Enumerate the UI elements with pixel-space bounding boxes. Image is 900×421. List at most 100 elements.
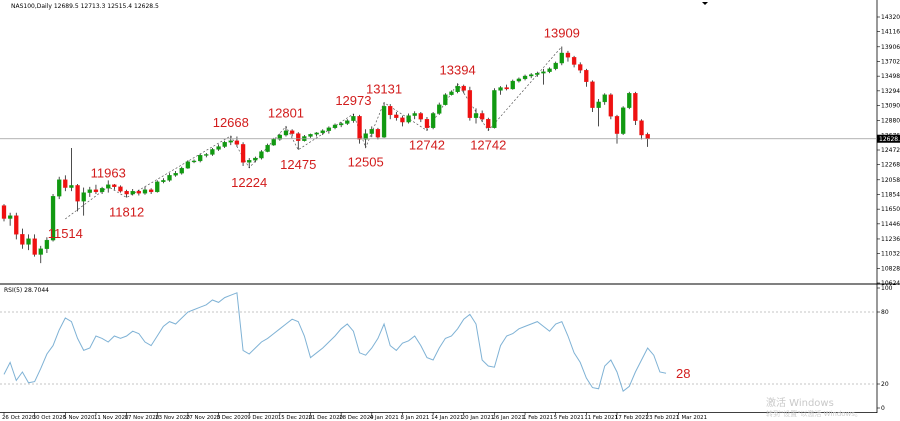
candle[interactable] [7,212,13,226]
candle[interactable] [14,212,19,240]
candle[interactable] [99,186,105,195]
candle[interactable] [185,160,191,169]
candle[interactable] [529,73,534,79]
candle[interactable] [338,122,344,128]
candle[interactable] [584,68,589,87]
candle[interactable] [345,119,350,125]
candle[interactable] [63,175,68,192]
candle[interactable] [112,183,117,190]
candle[interactable] [449,90,454,96]
candle[interactable] [510,79,515,90]
candle[interactable] [191,159,197,164]
candle[interactable] [289,129,295,137]
candle[interactable] [155,180,160,193]
candle[interactable] [547,67,552,74]
candle[interactable] [590,80,595,112]
candle[interactable] [57,176,62,200]
candle[interactable] [106,180,111,193]
candle[interactable] [179,166,184,175]
candle[interactable] [516,77,522,83]
candle[interactable] [216,144,221,151]
candle[interactable] [596,99,601,127]
candle[interactable] [210,147,215,156]
candle[interactable] [222,140,227,148]
candle[interactable] [388,104,393,120]
candle[interactable] [608,93,614,120]
candle[interactable] [32,234,37,257]
candle[interactable] [498,86,503,95]
candle[interactable] [204,153,209,158]
candle[interactable] [161,178,166,184]
candle[interactable] [394,112,399,121]
candle[interactable] [351,113,356,123]
candle[interactable] [375,127,381,140]
candle[interactable] [253,156,258,163]
candle[interactable] [81,187,86,216]
candle[interactable] [265,143,270,153]
candle[interactable] [492,88,497,129]
candle[interactable] [234,136,240,147]
candle[interactable] [565,50,571,62]
candle[interactable] [87,186,92,197]
candle[interactable] [602,93,607,105]
candle[interactable] [130,189,135,196]
candle[interactable] [535,71,540,77]
candle[interactable] [136,189,142,196]
candle[interactable] [467,86,473,121]
candle[interactable] [271,137,276,146]
candle[interactable] [75,183,80,212]
candle[interactable] [633,91,638,125]
candle[interactable] [412,111,417,120]
candle[interactable] [381,102,387,138]
candle[interactable] [314,132,319,137]
candle[interactable] [578,62,583,74]
candle[interactable] [26,234,31,251]
candle[interactable] [541,68,546,85]
candle[interactable] [406,113,411,124]
candle[interactable] [283,126,289,137]
candle[interactable] [553,61,558,71]
candle[interactable] [424,117,430,131]
candle[interactable] [167,173,172,182]
candle[interactable] [1,204,7,222]
candle[interactable] [369,126,374,138]
candle[interactable] [559,46,564,66]
candle[interactable] [504,84,509,91]
candle[interactable] [418,112,423,123]
candle[interactable] [522,74,528,81]
candle[interactable] [571,55,577,68]
candle[interactable] [277,133,283,141]
candle[interactable] [308,133,313,138]
candle[interactable] [620,106,626,136]
shift-marker-icon[interactable] [702,2,708,5]
candle[interactable] [639,119,644,140]
candle[interactable] [473,108,479,124]
candle[interactable] [69,147,74,192]
candle[interactable] [443,93,448,106]
candle[interactable] [326,126,332,134]
candle[interactable] [228,135,233,146]
candle[interactable] [430,112,436,130]
candle[interactable] [148,188,154,195]
candle[interactable] [320,129,325,136]
candle[interactable] [461,84,466,94]
candle[interactable] [240,142,246,166]
candle[interactable] [44,237,50,254]
candle[interactable] [486,117,491,131]
candle[interactable] [400,115,405,127]
candle[interactable] [627,91,632,110]
candle[interactable] [124,189,129,198]
candle[interactable] [50,194,56,242]
candle[interactable] [357,114,362,144]
candle[interactable] [173,171,178,177]
candle[interactable] [332,123,338,130]
candle[interactable] [198,153,203,163]
candle[interactable] [38,245,43,264]
candle[interactable] [20,228,25,249]
candle[interactable] [247,158,252,168]
candle[interactable] [437,102,442,115]
candle[interactable] [259,150,264,160]
candle[interactable] [455,83,460,94]
candle[interactable] [93,184,99,195]
